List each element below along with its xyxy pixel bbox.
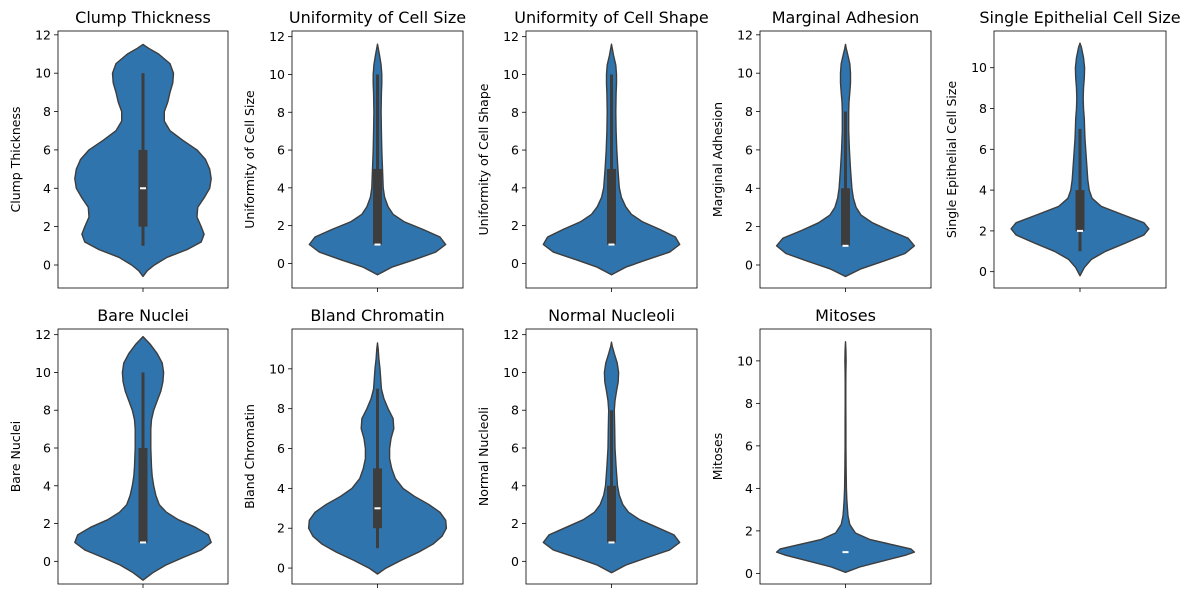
quartile-box <box>1075 190 1085 231</box>
y-tick-label: 4 <box>43 181 51 196</box>
panel-title: Normal Nucleoli <box>548 306 675 325</box>
y-tick-label: 10 <box>503 67 519 82</box>
y-tick-label: 4 <box>43 478 51 493</box>
panel-mitoses: 0 2 4 6 8 10 Mitoses Mitoses <box>710 306 932 588</box>
y-tick-label: 2 <box>745 219 753 234</box>
y-tick-label: 12 <box>269 29 285 44</box>
panel-single-epithelial-cell-size: 0 2 4 6 8 10 Single Epithelial Cell Size Single… <box>944 8 1181 292</box>
panel-title: Bare Nuclei <box>97 306 189 325</box>
y-axis-label: Bland Chromatin <box>242 404 257 509</box>
y-tick-label: 6 <box>511 441 519 456</box>
y-tick-label: 0 <box>511 554 519 569</box>
panel-clump-thickness: 0 2 4 6 8 10 12 Clump Thickness Clump Thickness <box>8 8 229 292</box>
y-tick-label: 0 <box>979 264 987 279</box>
y-tick-label: 6 <box>745 438 753 453</box>
y-axis-label: Bare Nuclei <box>8 421 23 493</box>
y-tick-label: 10 <box>269 67 285 82</box>
y-tick-label: 2 <box>43 219 51 234</box>
y-tick-label: 10 <box>737 66 753 81</box>
panel-title: Single Epithelial Cell Size <box>979 8 1180 27</box>
quartile-box <box>373 468 382 529</box>
y-tick-label: 4 <box>277 180 285 195</box>
y-tick-label: 2 <box>745 523 753 538</box>
quartile-box <box>607 168 616 245</box>
y-tick-label: 2 <box>277 521 285 536</box>
y-tick-label: 0 <box>43 554 51 569</box>
y-tick-label: 6 <box>277 441 285 456</box>
y-tick-label: 8 <box>745 396 753 411</box>
y-tick-label: 6 <box>43 142 51 157</box>
panel-title: Uniformity of Cell Shape <box>514 8 708 27</box>
y-tick-label: 8 <box>43 403 51 418</box>
panel-title: Mitoses <box>815 306 876 325</box>
y-tick-label: 6 <box>745 142 753 157</box>
y-tick-label: 6 <box>511 143 519 158</box>
y-tick-label: 10 <box>737 353 753 368</box>
y-tick-label: 8 <box>511 403 519 418</box>
y-tick-label: 4 <box>277 481 285 496</box>
y-tick-label: 12 <box>737 27 753 42</box>
y-tick-label: 0 <box>277 256 285 271</box>
panel-bare-nuclei: 0 2 4 6 8 10 12 Bare Nuclei Bare Nuclei <box>8 306 229 588</box>
y-tick-label: 2 <box>511 218 519 233</box>
panel-title: Uniformity of Cell Size <box>289 8 466 27</box>
y-tick-label: 4 <box>511 478 519 493</box>
y-axis-label: Marginal Adhesion <box>710 102 725 217</box>
y-tick-label: 10 <box>35 365 51 380</box>
panel-title: Bland Chromatin <box>310 306 444 325</box>
y-tick-label: 8 <box>511 105 519 120</box>
quartile-box <box>373 168 382 245</box>
y-tick-label: 8 <box>979 101 987 116</box>
y-tick-label: 10 <box>35 66 51 81</box>
y-tick-label: 6 <box>277 143 285 158</box>
y-tick-label: 4 <box>745 481 753 496</box>
violin-body <box>775 341 916 573</box>
panel-title: Clump Thickness <box>75 8 211 27</box>
y-axis-label: Normal Nucleoli <box>476 407 491 506</box>
y-tick-label: 6 <box>979 142 987 157</box>
y-tick-label: 10 <box>269 361 285 376</box>
panel-normal-nucleoli: 0 2 4 6 8 10 12 Normal Nucleoli Normal Nucleoli <box>476 306 698 588</box>
y-tick-label: 8 <box>745 104 753 119</box>
y-tick-label: 10 <box>503 365 519 380</box>
y-tick-label: 12 <box>503 327 519 342</box>
y-axis-label: Clump Thickness <box>8 107 23 213</box>
y-axis-label: Uniformity of Cell Size <box>242 90 257 229</box>
y-tick-label: 0 <box>277 561 285 576</box>
y-axis-label: Uniformity of Cell Shape <box>476 83 491 235</box>
panel-title: Marginal Adhesion <box>772 8 920 27</box>
quartile-box <box>138 448 148 543</box>
y-tick-label: 2 <box>277 218 285 233</box>
y-tick-label: 8 <box>277 105 285 120</box>
panel-uniformity-of-cell-shape: 0 2 4 6 8 10 12 Uniformity of Cell Shape Uniform… <box>476 8 709 292</box>
y-tick-label: 2 <box>511 516 519 531</box>
panel-uniformity-of-cell-size: 0 2 4 6 8 10 12 Uniformity of Cell Size Uniformi… <box>242 8 466 292</box>
y-tick-label: 0 <box>43 257 51 272</box>
y-tick-label: 8 <box>43 104 51 119</box>
y-tick-label: 6 <box>43 441 51 456</box>
y-tick-label: 8 <box>277 401 285 416</box>
quartile-box <box>841 188 850 246</box>
y-tick-label: 12 <box>35 327 51 342</box>
y-tick-label: 4 <box>745 181 753 196</box>
quartile-box <box>607 485 616 543</box>
y-tick-label: 4 <box>511 180 519 195</box>
y-tick-label: 0 <box>745 566 753 581</box>
y-axis-label: Single Epithelial Cell Size <box>944 81 959 239</box>
panel-bland-chromatin: 0 2 4 6 8 10 Bland Chromatin Bland Chromatin <box>242 306 464 588</box>
panel-marginal-adhesion: 0 2 4 6 8 10 12 Marginal Adhesion Marginal Adhes… <box>710 8 932 292</box>
y-axis-label: Mitoses <box>710 433 725 481</box>
y-tick-label: 12 <box>503 29 519 44</box>
y-tick-label: 12 <box>35 27 51 42</box>
y-tick-label: 0 <box>745 257 753 272</box>
y-tick-label: 4 <box>979 183 987 198</box>
y-tick-label: 2 <box>979 223 987 238</box>
y-tick-label: 10 <box>971 60 987 75</box>
y-tick-label: 0 <box>511 256 519 271</box>
y-tick-label: 2 <box>43 516 51 531</box>
